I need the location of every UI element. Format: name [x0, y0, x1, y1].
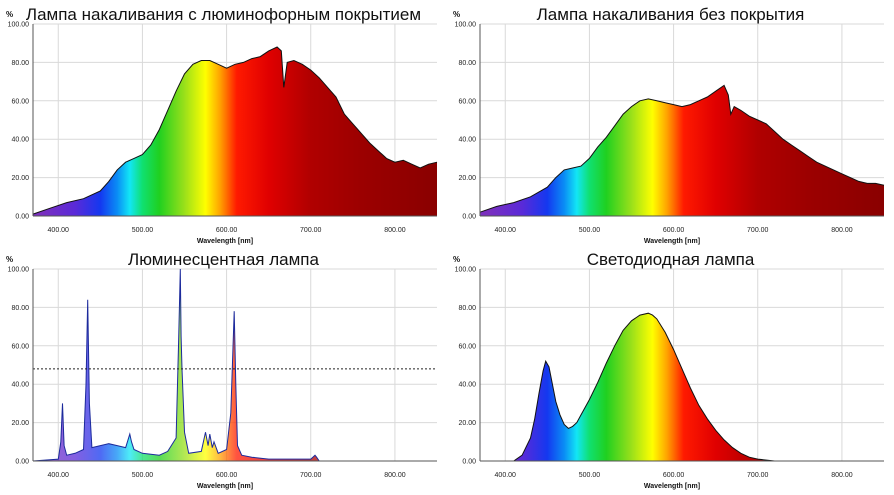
y-tick-label: 20.00: [11, 420, 29, 427]
series-line: [480, 312, 884, 462]
y-axis-unit: %: [453, 10, 460, 19]
chart-svg: 400.00 500.00 600.00 700.00 800.00 0.00 20.00 4…: [453, 10, 885, 245]
y-tick-label: 80.00: [11, 305, 29, 312]
x-tick-label: 800.00: [384, 227, 406, 234]
x-tick-label: 700.00: [747, 227, 769, 234]
y-tick-label: 80.00: [11, 60, 29, 67]
x-axis-label: Wavelength [nm]: [644, 238, 700, 245]
chart-svg: 400.00 500.00 600.00 700.00 800.00 0.00 20.00 4…: [453, 255, 884, 490]
chart-panel-bare-incandescent: 400.00 500.00 600.00 700.00 800.00 0.00 20.00 4…: [447, 0, 894, 245]
y-tick-label: 40.00: [458, 382, 476, 389]
y-tick-label: 20.00: [458, 175, 476, 182]
x-tick-label: 400.00: [495, 227, 517, 234]
x-tick-label: 600.00: [216, 227, 238, 234]
x-tick-label: 700.00: [300, 472, 322, 479]
chart-title: Лампа накаливания с люминофорным покрыти…: [25, 5, 422, 24]
y-tick-label: 20.00: [458, 420, 476, 427]
y-tick-label: 100.00: [8, 22, 30, 29]
y-tick-label: 100.00: [8, 267, 30, 274]
chart-title: Светодиодная лампа: [586, 250, 755, 269]
chart-panel-led: 400.00 500.00 600.00 700.00 800.00 0.00 20.00 4…: [447, 245, 894, 490]
y-axis-unit: %: [453, 255, 460, 264]
x-tick-label: 500.00: [579, 472, 601, 479]
x-axis-label: Wavelength [nm]: [197, 483, 253, 490]
x-tick-label: 500.00: [579, 227, 601, 234]
y-tick-label: 80.00: [458, 60, 476, 67]
y-tick-label: 0.00: [462, 459, 476, 466]
x-tick-label: 600.00: [663, 227, 685, 234]
y-tick-label: 40.00: [458, 137, 476, 144]
chart-svg: 400.00 500.00 600.00 700.00 800.00 0.00 20.00 4…: [6, 10, 438, 245]
y-tick-label: 0.00: [15, 214, 29, 221]
x-axis-label: Wavelength [nm]: [644, 483, 700, 490]
y-tick-label: 100.00: [455, 267, 477, 274]
y-tick-label: 60.00: [11, 98, 29, 105]
chart-panel-fluorescent: 400.00 500.00 600.00 700.00 800.00 0.00 20.00 4…: [0, 245, 447, 490]
y-tick-label: 80.00: [458, 305, 476, 312]
spectrum-area: [480, 85, 884, 217]
x-tick-label: 400.00: [48, 227, 70, 234]
y-tick-label: 40.00: [11, 382, 29, 389]
chart-title: Лампа накаливания без покрытия: [536, 5, 805, 24]
y-tick-label: 20.00: [11, 175, 29, 182]
y-tick-label: 40.00: [11, 137, 29, 144]
spectrum-area: [33, 47, 437, 216]
x-tick-label: 800.00: [831, 472, 853, 479]
x-tick-label: 700.00: [747, 472, 769, 479]
x-tick-label: 600.00: [216, 472, 238, 479]
x-tick-label: 700.00: [300, 227, 322, 234]
y-tick-label: 60.00: [458, 98, 476, 105]
x-axis-label: Wavelength [nm]: [197, 238, 253, 245]
x-tick-label: 400.00: [48, 472, 70, 479]
y-tick-label: 100.00: [455, 22, 477, 29]
y-tick-label: 0.00: [15, 459, 29, 466]
y-axis-unit: %: [6, 10, 13, 19]
x-tick-label: 800.00: [831, 227, 853, 234]
x-tick-label: 400.00: [495, 472, 517, 479]
chart-panel-phosphor-incandescent: 400.00 500.00 600.00 700.00 800.00 0.00 20.00 4…: [0, 0, 447, 245]
series-line: [32, 46, 438, 215]
x-tick-label: 600.00: [663, 472, 685, 479]
y-tick-label: 60.00: [11, 343, 29, 350]
spectrum-area: [480, 313, 884, 461]
x-tick-label: 500.00: [132, 472, 154, 479]
y-axis-unit: %: [6, 255, 13, 264]
y-tick-label: 0.00: [462, 214, 476, 221]
series-line: [32, 268, 437, 462]
y-tick-label: 60.00: [458, 343, 476, 350]
series-line: [479, 84, 885, 213]
chart-title: Люминесцентная лампа: [128, 250, 319, 269]
x-tick-label: 800.00: [384, 472, 406, 479]
chart-svg: 400.00 500.00 600.00 700.00 800.00 0.00 20.00 4…: [6, 255, 437, 490]
x-tick-label: 500.00: [132, 227, 154, 234]
